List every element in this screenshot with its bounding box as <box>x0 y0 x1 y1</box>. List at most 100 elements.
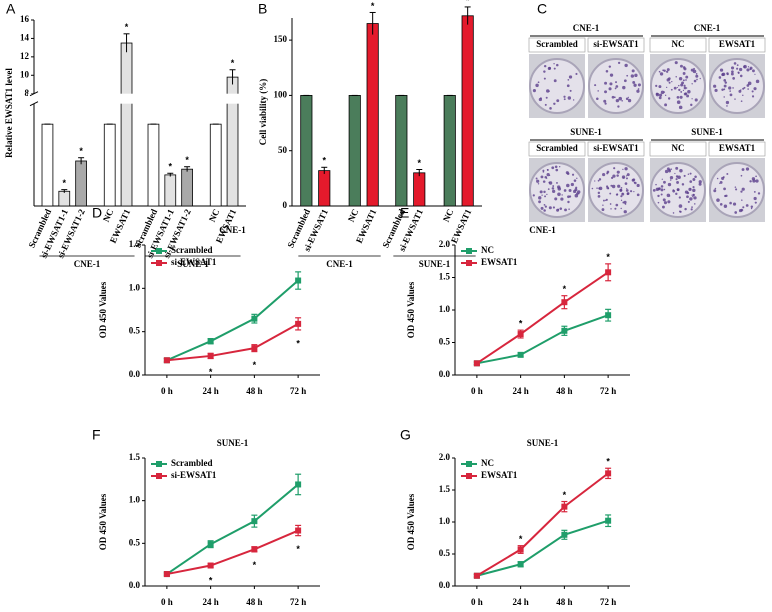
colony <box>746 84 750 87</box>
colony <box>673 86 677 90</box>
colony <box>681 81 684 85</box>
colony <box>732 202 737 206</box>
colony <box>634 73 638 78</box>
y-tick-label: 150 <box>274 34 288 44</box>
colony <box>542 171 545 173</box>
colony <box>557 192 561 197</box>
colony <box>554 197 558 201</box>
colony <box>616 174 619 177</box>
data-point <box>517 561 524 568</box>
y-axis-title: Relative EWSAT1 level <box>4 68 14 158</box>
colony <box>736 67 739 70</box>
colony <box>615 203 619 207</box>
colony <box>730 72 734 76</box>
colony <box>754 73 756 75</box>
significance-star: * <box>169 162 173 172</box>
colony <box>684 207 687 211</box>
bar <box>318 170 331 207</box>
significance-star: * <box>79 146 83 156</box>
colony <box>597 90 599 92</box>
group-label: CNE-1 <box>326 259 353 269</box>
data-point <box>251 315 258 322</box>
colony <box>682 89 685 92</box>
significance-star: * <box>253 560 257 570</box>
axis-break-mark <box>29 101 39 107</box>
colony <box>655 92 659 96</box>
colony <box>655 84 658 87</box>
series-line <box>476 314 609 365</box>
significance-star: * <box>606 457 610 467</box>
colony <box>571 173 575 176</box>
item-box <box>708 141 766 157</box>
colony <box>723 204 728 208</box>
x-tick-label: NC <box>207 207 222 223</box>
y-tick-label: 12 <box>20 51 30 61</box>
colony <box>611 95 615 99</box>
x-tick-label: NC <box>441 207 456 223</box>
colony <box>666 68 670 72</box>
colony <box>693 196 697 200</box>
colony <box>675 166 679 170</box>
group-label: SUNE-1 <box>419 259 451 269</box>
significance-star: * <box>563 284 567 294</box>
colony <box>603 99 607 103</box>
colony <box>723 79 727 82</box>
colony <box>692 195 694 198</box>
colony <box>559 166 561 168</box>
colony <box>660 188 664 192</box>
colony <box>716 198 720 202</box>
colony <box>620 199 623 201</box>
data-point <box>295 277 302 284</box>
significance-star: * <box>296 544 300 554</box>
bar <box>300 95 313 207</box>
y-tick-label: 2.0 <box>439 452 451 462</box>
colony <box>624 63 628 68</box>
legend-label: EWSAT1 <box>481 257 518 267</box>
colony <box>608 65 612 68</box>
colony <box>601 208 605 211</box>
colony <box>669 175 674 180</box>
colony <box>745 204 749 207</box>
x-tick-label: 48 h <box>246 597 262 607</box>
colony <box>681 183 685 186</box>
colony <box>668 81 671 84</box>
colony <box>625 175 628 177</box>
legend-marker <box>466 473 472 479</box>
y-tick-label: 10 <box>20 69 30 79</box>
colony <box>546 168 549 171</box>
colony <box>690 208 693 211</box>
colony <box>731 70 734 74</box>
colony <box>575 186 578 189</box>
legend-label: NC <box>481 458 494 468</box>
colony <box>631 69 635 73</box>
colony <box>602 173 606 177</box>
colony <box>746 68 750 72</box>
colony <box>747 66 750 68</box>
colony <box>676 188 680 191</box>
colony <box>664 94 667 97</box>
colony <box>540 175 544 179</box>
colony <box>602 204 604 206</box>
data-point <box>251 345 258 352</box>
colony <box>535 177 538 180</box>
colony <box>627 96 629 98</box>
colony <box>749 180 752 183</box>
data-point <box>251 518 258 525</box>
data-point <box>163 357 170 364</box>
colony <box>561 194 563 196</box>
colony <box>670 168 673 171</box>
colony <box>685 75 689 79</box>
colony <box>723 96 725 98</box>
colony <box>726 105 728 107</box>
colony <box>665 70 669 73</box>
colony <box>655 183 657 186</box>
data-point <box>295 481 302 488</box>
group-title: CNE-1 <box>573 23 600 33</box>
colony <box>667 182 672 187</box>
colony <box>551 166 555 170</box>
panel-label: F <box>92 427 101 443</box>
colony <box>543 70 546 73</box>
colony <box>615 98 620 103</box>
x-tick-label: 24 h <box>202 386 218 396</box>
significance-star: * <box>231 58 235 68</box>
